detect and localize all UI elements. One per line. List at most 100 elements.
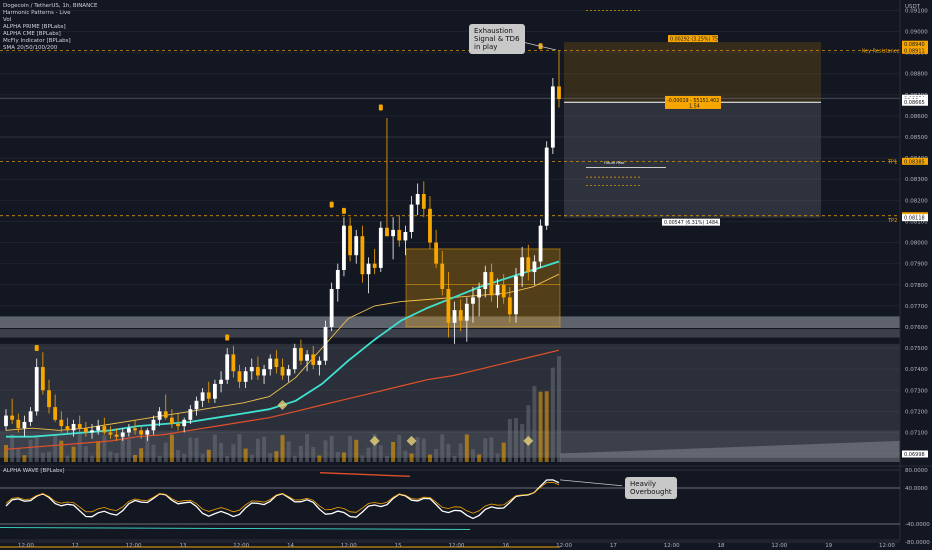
- candle-body: [286, 369, 291, 376]
- exhaustion-callout: Exhaustion Signal & TD6 in play: [469, 24, 525, 54]
- signal-marker: [341, 207, 346, 214]
- price-tick-label: 0.07300: [905, 388, 928, 394]
- candle-body: [200, 392, 205, 401]
- price-tick-label: 0.08600: [905, 114, 928, 120]
- legend-item: ALPHA PRIME [BPLabs]: [3, 24, 66, 30]
- candle-body: [360, 236, 365, 275]
- osc-tick-label: 80.0000: [905, 468, 928, 474]
- tp1-label: TP1: [887, 159, 897, 165]
- osc-trend-line: [0, 527, 471, 530]
- legend-item: ALPHA CME [BPLabs]: [3, 31, 61, 37]
- candle-body: [40, 367, 45, 391]
- candle-body: [139, 430, 144, 435]
- volume-bar: [47, 451, 52, 462]
- candle-body: [348, 225, 352, 256]
- candle-body: [206, 392, 211, 399]
- support-zone: [0, 343, 900, 431]
- volume-bar: [286, 441, 291, 462]
- volume-bar: [212, 434, 217, 462]
- candle-body: [59, 419, 64, 427]
- price-tick-label: 0.08500: [905, 135, 928, 141]
- volume-bar: [102, 435, 107, 462]
- signal-marker: [225, 334, 230, 341]
- time-tick-label: 12:00: [664, 543, 680, 549]
- volume-bar: [470, 449, 475, 462]
- candle-body: [145, 430, 150, 435]
- volume-bar: [305, 434, 310, 462]
- volume-bar: [341, 452, 346, 462]
- trade-bottom-tag: [662, 218, 720, 226]
- alpha-wave-signal: [5, 481, 560, 514]
- price-tick-label: 0.07200: [905, 409, 928, 415]
- price-marker: [902, 46, 928, 54]
- volume-bar: [538, 391, 543, 462]
- candle-body: [489, 272, 494, 296]
- candle-body: [114, 434, 119, 437]
- volume-bar: [501, 442, 506, 462]
- volume-bar: [464, 434, 469, 462]
- price-tick-label: 0.07900: [905, 262, 928, 268]
- volume-bar: [495, 453, 500, 462]
- price-tick-label: 0.08200: [905, 198, 928, 204]
- time-tick-label: 16: [502, 543, 509, 549]
- volume-bar: [526, 405, 531, 462]
- volume-bar: [59, 440, 64, 462]
- candle-body: [305, 354, 309, 361]
- price-marker-text: 0.08665: [904, 100, 925, 106]
- support-zone: [0, 329, 900, 338]
- volume-bar: [298, 445, 303, 462]
- volume-bar: [378, 445, 383, 462]
- volume-bar: [507, 418, 512, 462]
- key-resistance-label: Key Resistance: [862, 48, 900, 54]
- osc-tick-label: 40.0000: [905, 486, 928, 492]
- support-wedge: [560, 440, 900, 462]
- diamond-marker: [277, 400, 288, 411]
- candle-body: [366, 263, 371, 275]
- candle-body: [403, 232, 408, 241]
- volume-bar: [114, 453, 119, 462]
- trade-top-tag-text: 0.00292 (3.25%) 757: [670, 36, 721, 42]
- candle-body: [176, 424, 180, 427]
- time-tick-label: 15: [395, 543, 402, 549]
- candle-body: [385, 227, 389, 237]
- candle-body: [151, 419, 156, 431]
- volume-bar: [483, 438, 488, 462]
- price-tick-label: 0.07600: [905, 325, 928, 331]
- price-marker-text: 0.06998: [904, 452, 925, 458]
- candle-body: [421, 194, 426, 209]
- volume-bar: [65, 455, 70, 462]
- volume-bar: [145, 434, 150, 462]
- trade-risk-box: [564, 42, 821, 103]
- candle-body: [458, 310, 463, 321]
- volume-bar: [77, 434, 82, 462]
- volume-bar: [182, 454, 187, 462]
- candle-body: [53, 407, 58, 420]
- candle-body: [311, 354, 316, 365]
- volume-bar: [458, 443, 463, 462]
- candle-body: [108, 432, 113, 435]
- candle-body: [213, 383, 217, 399]
- candle-body: [378, 227, 383, 268]
- time-tick-label: 12:00: [341, 543, 357, 549]
- volume-bar: [348, 436, 353, 462]
- price-tick-label: 0.08800: [905, 72, 928, 78]
- volume-bar: [22, 455, 27, 462]
- osc-tick-label: -40.0000: [905, 522, 930, 528]
- trade-top-tag: [668, 35, 718, 43]
- volume-bar: [40, 452, 45, 462]
- time-tick-label: 13: [179, 543, 186, 549]
- volume-bar: [532, 386, 537, 462]
- candle-body: [397, 229, 402, 241]
- candle-body: [409, 204, 414, 232]
- candle-body: [354, 236, 359, 256]
- diamond-marker: [406, 435, 417, 446]
- candle-body: [133, 428, 137, 431]
- candle-body: [440, 263, 445, 289]
- volume-bar: [397, 434, 402, 462]
- volume-bar: [71, 446, 76, 462]
- time-tick-label: 12:00: [771, 543, 787, 549]
- volume-bar: [434, 449, 439, 462]
- time-tick-label: 12: [72, 543, 79, 549]
- candle-body: [77, 424, 82, 429]
